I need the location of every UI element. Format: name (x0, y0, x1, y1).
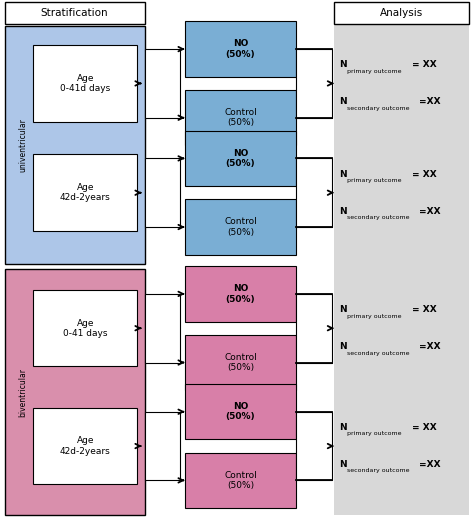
Bar (33, 154, 137, 231)
Text: N: N (339, 342, 346, 351)
Text: primary outcome: primary outcome (347, 314, 402, 318)
Text: NO
(50%): NO (50%) (226, 284, 255, 304)
Text: Control
(50%): Control (50%) (224, 470, 257, 490)
Text: Control
(50%): Control (50%) (224, 353, 257, 372)
Text: N: N (339, 60, 346, 70)
Bar (33, 290, 137, 366)
Text: Age
0-41d days: Age 0-41d days (60, 74, 110, 93)
Bar (145, 49, 180, 118)
Text: secondary outcome: secondary outcome (347, 351, 410, 355)
Text: = XX: = XX (412, 169, 437, 179)
Text: = XX: = XX (412, 60, 437, 70)
Bar (185, 21, 296, 77)
Bar (185, 384, 296, 439)
Text: =XX: =XX (419, 97, 440, 107)
Text: N: N (339, 97, 346, 107)
Text: = XX: = XX (412, 423, 437, 432)
Text: secondary outcome: secondary outcome (347, 468, 410, 474)
Bar (185, 199, 296, 254)
Text: primary outcome: primary outcome (347, 431, 402, 437)
Bar (296, 412, 332, 480)
Text: NO
(50%): NO (50%) (226, 40, 255, 59)
Text: Age
42d-2years: Age 42d-2years (60, 183, 111, 202)
Bar (334, 25, 469, 515)
Bar (5, 2, 145, 24)
Text: =XX: =XX (419, 342, 440, 351)
Bar (185, 266, 296, 322)
Bar (185, 90, 296, 145)
Bar (185, 335, 296, 390)
Bar (185, 130, 296, 186)
Text: =XX: =XX (419, 206, 440, 216)
Text: N: N (339, 206, 346, 216)
Text: N: N (339, 169, 346, 179)
Text: biventricular: biventricular (18, 367, 27, 417)
Text: = XX: = XX (412, 305, 437, 314)
Text: Analysis: Analysis (380, 8, 423, 17)
Text: NO
(50%): NO (50%) (226, 149, 255, 168)
Text: NO
(50%): NO (50%) (226, 402, 255, 421)
Text: univentricular: univentricular (18, 118, 27, 172)
Text: secondary outcome: secondary outcome (347, 106, 410, 111)
Bar (296, 158, 332, 227)
Bar (5, 26, 145, 264)
Bar (185, 452, 296, 508)
Bar (296, 49, 332, 118)
Bar (33, 45, 137, 121)
Bar (5, 269, 145, 515)
Bar (33, 408, 137, 484)
Text: primary outcome: primary outcome (347, 178, 402, 183)
Text: =XX: =XX (419, 460, 440, 469)
Bar (145, 158, 180, 227)
Text: N: N (339, 460, 346, 469)
Text: Age
42d-2years: Age 42d-2years (60, 436, 111, 456)
Text: Stratification: Stratification (41, 8, 108, 17)
Bar (145, 412, 180, 480)
Bar (145, 294, 180, 363)
Text: primary outcome: primary outcome (347, 69, 402, 74)
Text: N: N (339, 423, 346, 432)
Text: Control
(50%): Control (50%) (224, 108, 257, 127)
Bar (296, 294, 332, 363)
Text: N: N (339, 305, 346, 314)
Bar (334, 2, 469, 24)
Text: secondary outcome: secondary outcome (347, 215, 410, 220)
Text: Control
(50%): Control (50%) (224, 218, 257, 237)
Text: Age
0-41 days: Age 0-41 days (63, 318, 108, 338)
